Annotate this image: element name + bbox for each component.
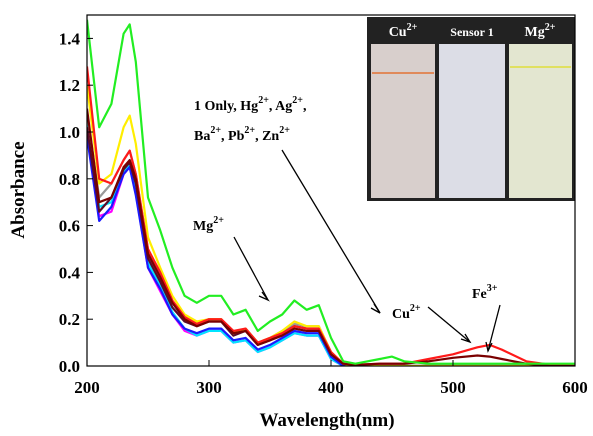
ann-text: ,	[303, 99, 307, 114]
y-tick-label: 1.0	[59, 123, 80, 142]
arrow	[281, 149, 381, 314]
y-tick-label: 0.8	[59, 170, 80, 189]
arrowhead	[485, 341, 493, 353]
ann-text: Mg	[193, 219, 213, 234]
x-tick-label: 400	[318, 378, 344, 397]
ann-sup: 2+	[410, 303, 421, 314]
inset-label-text: Cu	[389, 25, 407, 40]
x-tick-label: 500	[440, 378, 466, 397]
ann-text: , Ag	[269, 99, 292, 114]
ann-text: Ba	[194, 129, 210, 144]
arrowhead	[258, 291, 271, 302]
inset-label-text: Sensor 1	[450, 25, 493, 39]
annotation: Ba2+, Pb2+, Zn2+	[194, 125, 290, 144]
inset-label: Cu2+	[389, 22, 418, 40]
arrow	[427, 306, 471, 343]
inset-label-sup: 2+	[545, 22, 556, 33]
inset-photo: Cu2+ Sensor 1 Mg2+	[367, 17, 575, 201]
inset-label-text: Mg	[525, 25, 545, 40]
ann-sup: 3+	[487, 283, 498, 294]
y-tick-label: 0.2	[59, 310, 80, 329]
ann-text: Fe	[472, 287, 487, 302]
vial	[439, 44, 505, 198]
y-tick-label: 0.6	[59, 217, 80, 236]
ann-sup: 2+	[210, 125, 221, 136]
y-tick-label: 0.0	[59, 357, 80, 376]
annotation: Fe3+	[472, 283, 498, 302]
vial	[371, 44, 435, 198]
annotation: Cu2+	[392, 303, 421, 322]
spectrum-line	[87, 85, 575, 366]
inset-label: Mg2+	[525, 22, 556, 40]
spectrum-line	[87, 136, 575, 366]
ann-text: 1 Only, Hg	[194, 99, 258, 114]
x-tick-label: 300	[196, 378, 222, 397]
arrow	[233, 236, 269, 301]
y-axis-title: Absorbance	[8, 141, 29, 238]
ann-sup: 2+	[213, 215, 224, 226]
x-axis-title: Wavelength(nm)	[259, 410, 394, 431]
inset-label: Sensor 1	[450, 25, 493, 39]
ann-sup: 2+	[279, 125, 290, 136]
y-tick-label: 1.4	[59, 29, 81, 48]
ann-sup: 2+	[244, 125, 255, 136]
arrows	[233, 149, 501, 353]
ann-sup: 2+	[292, 95, 303, 106]
spectrum-line	[87, 19, 575, 365]
y-tick-label: 0.4	[59, 263, 81, 282]
inset-label-sup: 2+	[407, 22, 418, 33]
arrow	[487, 304, 501, 352]
annotation: Mg2+	[193, 215, 224, 234]
vial	[509, 44, 572, 198]
y-tick-label: 1.2	[59, 76, 80, 95]
ann-text: , Pb	[221, 129, 245, 144]
arrowhead	[460, 333, 472, 344]
x-tick-label: 200	[74, 378, 100, 397]
x-tick-label: 600	[562, 378, 588, 397]
annotation: 1 Only, Hg2+, Ag2+,	[194, 95, 306, 114]
plot-area	[87, 19, 575, 366]
spectrum-line	[87, 108, 575, 366]
ann-text: Cu	[392, 307, 410, 322]
ann-text: , Zn	[255, 129, 279, 144]
arrowhead	[370, 303, 381, 314]
ann-sup: 2+	[258, 95, 269, 106]
